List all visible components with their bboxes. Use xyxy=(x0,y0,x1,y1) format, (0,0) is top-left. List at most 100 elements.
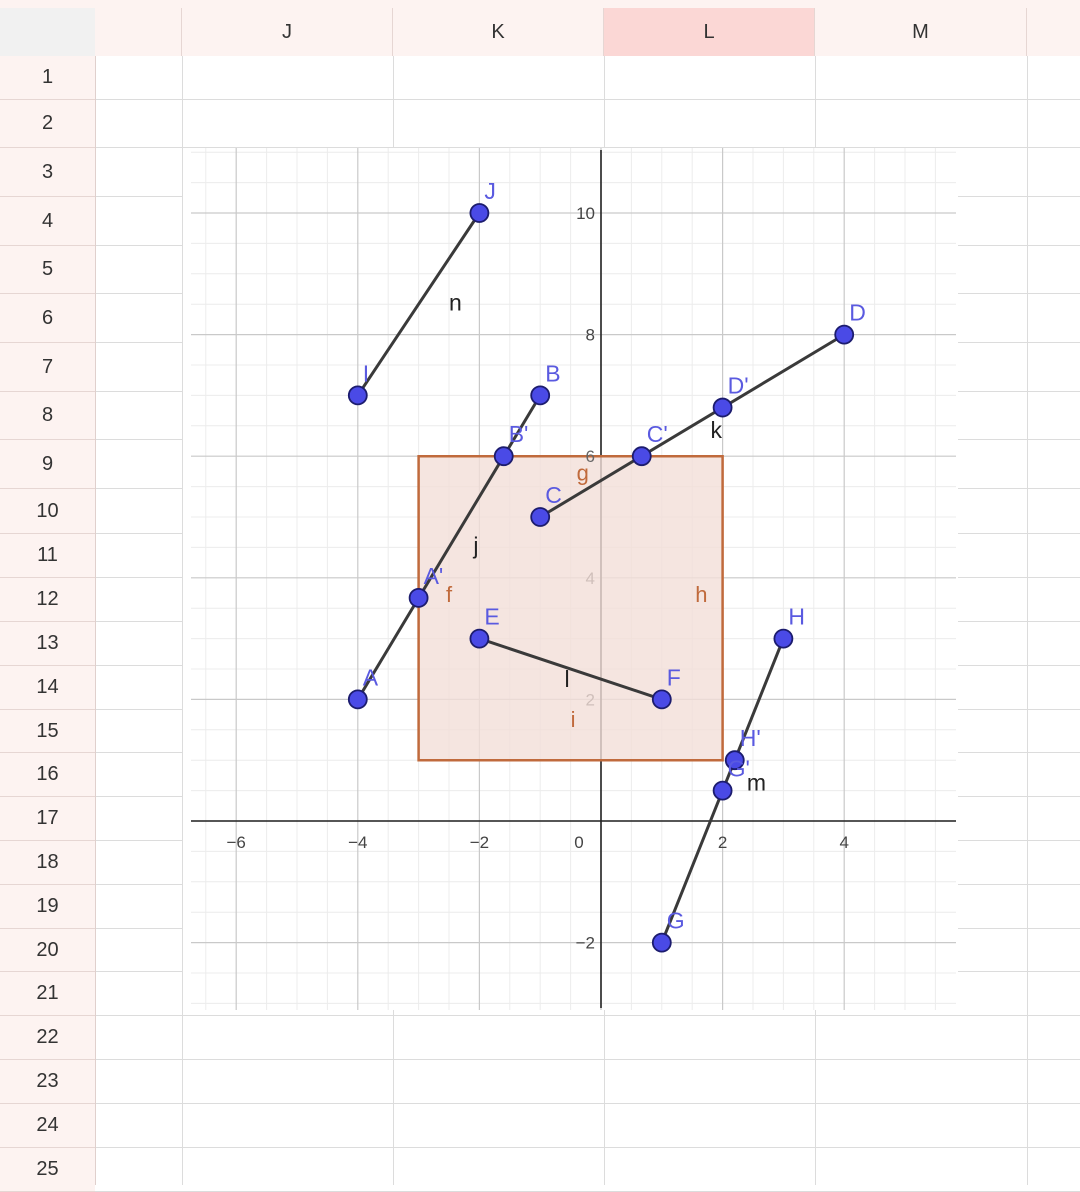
labels: J I D B D' C' B' C A' E H A F H' G' Gn j k l m xyxy=(363,178,866,934)
row-header-2[interactable]: 2 xyxy=(0,100,95,148)
y-tick-label: −2 xyxy=(576,934,595,953)
column-gridline xyxy=(1027,56,1028,1185)
row-header-21[interactable]: 21 xyxy=(0,972,95,1016)
segment-j xyxy=(356,393,542,701)
segment-l xyxy=(477,637,664,701)
point-label: E xyxy=(484,604,499,630)
row-header-6[interactable]: 6 xyxy=(0,294,95,343)
x-tick-label: 2 xyxy=(718,833,727,852)
point-H xyxy=(773,628,794,649)
column-header-L[interactable]: L xyxy=(604,8,815,56)
point-label: D' xyxy=(728,373,749,399)
segment-n xyxy=(356,211,481,397)
polygon-edge-label: g xyxy=(577,461,589,486)
segments xyxy=(356,211,846,945)
row-header-4[interactable]: 4 xyxy=(0,197,95,246)
column-header-K[interactable]: K xyxy=(393,8,604,56)
point-H-prime xyxy=(724,750,745,771)
row-header-17[interactable]: 17 xyxy=(0,797,95,841)
row-gridline xyxy=(95,147,1080,148)
point-A-prime xyxy=(408,587,429,608)
corner-cell[interactable] xyxy=(0,8,95,56)
point-label: B xyxy=(545,360,560,386)
y-tick-label: 8 xyxy=(586,326,595,345)
points xyxy=(347,203,855,953)
row-header-border xyxy=(95,56,96,1185)
segment-label: k xyxy=(710,417,722,443)
row-header-24[interactable]: 24 xyxy=(0,1104,95,1148)
row-header-16[interactable]: 16 xyxy=(0,753,95,797)
segment-label: j xyxy=(472,532,478,558)
row-gridline xyxy=(95,1015,1080,1016)
point-label: H xyxy=(788,604,805,630)
row-header-15[interactable]: 15 xyxy=(0,710,95,753)
row-header-14[interactable]: 14 xyxy=(0,666,95,710)
point-label: A xyxy=(363,664,379,690)
point-C-prime xyxy=(631,446,652,467)
row-header-20[interactable]: 20 xyxy=(0,929,95,972)
row-gridline xyxy=(95,1103,1080,1104)
point-E xyxy=(469,628,490,649)
point-J xyxy=(469,203,490,223)
column-header-M[interactable]: M xyxy=(815,8,1027,56)
row-header-25[interactable]: 25 xyxy=(0,1148,95,1192)
point-G-prime xyxy=(712,780,733,801)
point-label: I xyxy=(363,360,369,386)
point-B xyxy=(530,385,551,406)
row-header-23[interactable]: 23 xyxy=(0,1060,95,1104)
point-label: B' xyxy=(509,421,529,447)
point-G xyxy=(651,932,672,953)
point-D-prime xyxy=(712,397,733,418)
y-tick-label: 6 xyxy=(586,447,595,466)
row-header-7[interactable]: 7 xyxy=(0,343,95,392)
x-tick-label: −4 xyxy=(348,833,367,852)
x-tick-label: 4 xyxy=(839,833,848,852)
point-label: J xyxy=(484,178,496,204)
row-header-3[interactable]: 3 xyxy=(0,148,95,197)
point-label: C' xyxy=(647,421,668,447)
row-header-9[interactable]: 9 xyxy=(0,440,95,489)
row-header-22[interactable]: 22 xyxy=(0,1016,95,1060)
row-header-18[interactable]: 18 xyxy=(0,841,95,885)
row-header-11[interactable]: 11 xyxy=(0,534,95,578)
column-header-N[interactable] xyxy=(1027,8,1080,56)
x-tick-label: 0 xyxy=(574,833,583,852)
point-C xyxy=(530,507,551,527)
point-F xyxy=(651,689,672,710)
row-header-13[interactable]: 13 xyxy=(0,622,95,666)
row-header-8[interactable]: 8 xyxy=(0,392,95,440)
column-gridline xyxy=(182,56,183,1185)
column-header-I[interactable] xyxy=(95,8,182,56)
polygon-edge-label: f xyxy=(446,582,453,607)
point-label: H' xyxy=(740,725,761,751)
point-label: G' xyxy=(728,756,750,782)
x-tick-label: −2 xyxy=(470,833,489,852)
y-tick-label: 10 xyxy=(576,204,595,223)
square-polygon xyxy=(417,454,724,762)
point-D xyxy=(834,324,855,345)
column-header-J[interactable]: J xyxy=(182,8,393,56)
row-header-10[interactable]: 10 xyxy=(0,489,95,534)
point-label: C xyxy=(545,482,562,508)
point-label: G xyxy=(667,908,685,934)
polygon: 6 f g h i xyxy=(417,447,724,762)
row-gridline xyxy=(95,99,1080,100)
point-label: A' xyxy=(424,563,444,589)
point-label: F xyxy=(667,664,681,690)
row-gridline xyxy=(95,1147,1080,1148)
row-header-19[interactable]: 19 xyxy=(0,885,95,929)
row-gridline xyxy=(95,1059,1080,1060)
segment-k xyxy=(538,333,846,519)
polygon-edge-label: h xyxy=(695,582,707,607)
polygon-edge-label: i xyxy=(571,707,576,732)
row-header-5[interactable]: 5 xyxy=(0,246,95,294)
point-I xyxy=(347,385,368,406)
row-header-1[interactable]: 1 xyxy=(0,56,95,100)
point-B-prime xyxy=(493,446,514,467)
row-header-12[interactable]: 12 xyxy=(0,578,95,622)
segment-label: n xyxy=(449,289,462,315)
point-A xyxy=(347,689,368,710)
